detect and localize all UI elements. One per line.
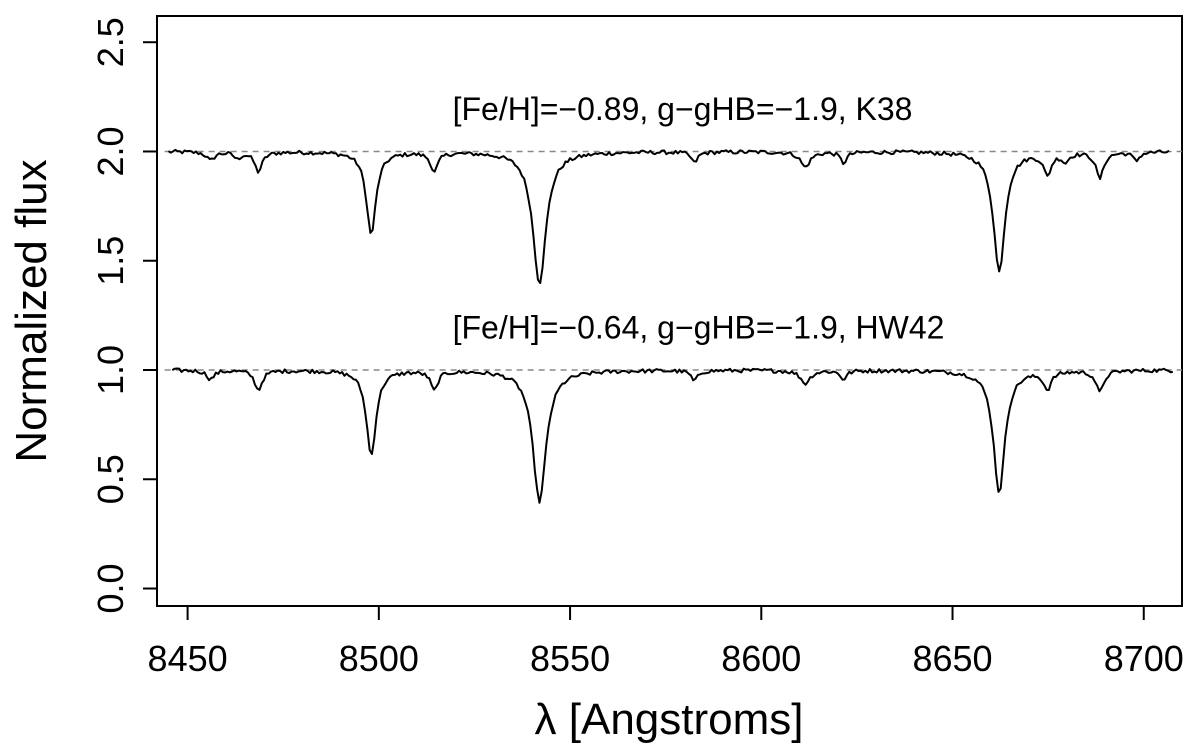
spectrum-line-2 <box>171 367 1173 504</box>
x-tick-label: 8500 <box>339 638 419 679</box>
x-tick-label: 8550 <box>530 638 610 679</box>
x-tick-label: 8450 <box>148 638 228 679</box>
y-tick-label: 1.0 <box>90 345 131 395</box>
x-axis-title: λ [Angstroms] <box>535 695 804 744</box>
y-tick-label: 2.0 <box>90 126 131 176</box>
spectrum-line-1 <box>167 148 1170 285</box>
x-axis: 8450 8500 8550 8600 8650 8700 <box>148 605 1184 679</box>
y-tick-label: 2.5 <box>90 17 131 67</box>
spectra <box>167 148 1173 504</box>
annotation-label: [Fe/H]=−0.64, g−gHB=−1.9, HW42 <box>453 309 945 345</box>
y-tick-label: 1.5 <box>90 236 131 286</box>
y-axis: 0.0 0.5 1.0 1.5 2.0 2.5 <box>90 17 157 614</box>
x-tick-label: 8650 <box>912 638 992 679</box>
annotations: [Fe/H]=−0.89, g−gHB=−1.9, K38 [Fe/H]=−0.6… <box>453 91 945 346</box>
x-tick-label: 8700 <box>1104 638 1184 679</box>
y-tick-label: 0.0 <box>90 563 131 613</box>
annotation-label: [Fe/H]=−0.89, g−gHB=−1.9, K38 <box>453 91 913 127</box>
x-tick-label: 8600 <box>721 638 801 679</box>
y-axis-title: Normalized flux <box>7 159 56 462</box>
y-tick-label: 0.5 <box>90 454 131 504</box>
